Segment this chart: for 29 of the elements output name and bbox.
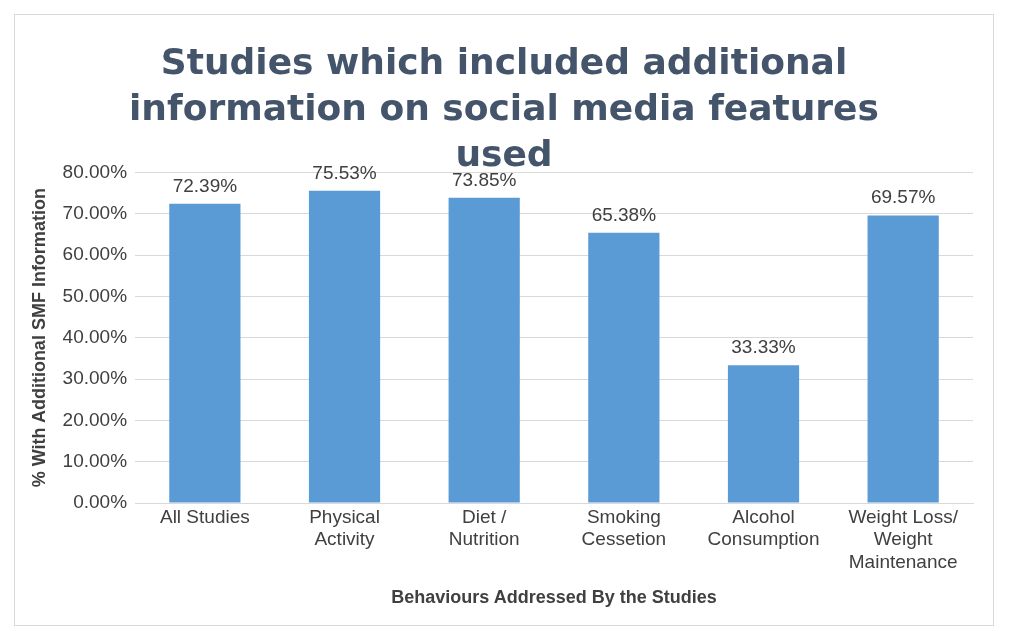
- bar: [308, 190, 381, 503]
- bar: [727, 365, 800, 503]
- x-tick-label: Physical Activity: [309, 505, 380, 550]
- data-label: 73.85%: [451, 168, 517, 190]
- data-label: 72.39%: [172, 174, 238, 196]
- bar: [448, 197, 520, 503]
- y-tick-label: 30.00%: [62, 367, 128, 389]
- x-tick-label: Diet / Nutrition: [448, 505, 520, 550]
- x-axis-title: Behaviours Addressed By the Studies: [391, 587, 717, 608]
- y-tick-label: 70.00%: [62, 201, 128, 223]
- data-label: 65.38%: [591, 203, 657, 225]
- data-label: 33.33%: [731, 336, 796, 357]
- bar: [588, 232, 660, 503]
- bar: [169, 203, 241, 503]
- x-tick-label: Weight Loss/ Weight Maintenance: [848, 505, 959, 573]
- y-tick-label: 0.00%: [73, 491, 128, 513]
- x-tick-label: Smoking Cessetion: [581, 505, 667, 550]
- y-tick-label: 40.00%: [62, 325, 128, 347]
- bar: [867, 215, 939, 503]
- y-tick-label: 10.00%: [62, 449, 128, 471]
- data-label: 69.57%: [870, 186, 936, 208]
- y-tick-label: 80.00%: [62, 160, 128, 182]
- y-axis-title: % With Additional SMF Information: [28, 188, 49, 488]
- y-tick-label: 50.00%: [62, 284, 128, 306]
- y-tick-label: 60.00%: [62, 243, 128, 265]
- x-tick-label: All Studies: [159, 505, 250, 527]
- x-tick-label: Alcohol Consumption: [707, 505, 820, 550]
- data-label: 75.53%: [312, 161, 377, 183]
- y-tick-label: 20.00%: [62, 408, 128, 430]
